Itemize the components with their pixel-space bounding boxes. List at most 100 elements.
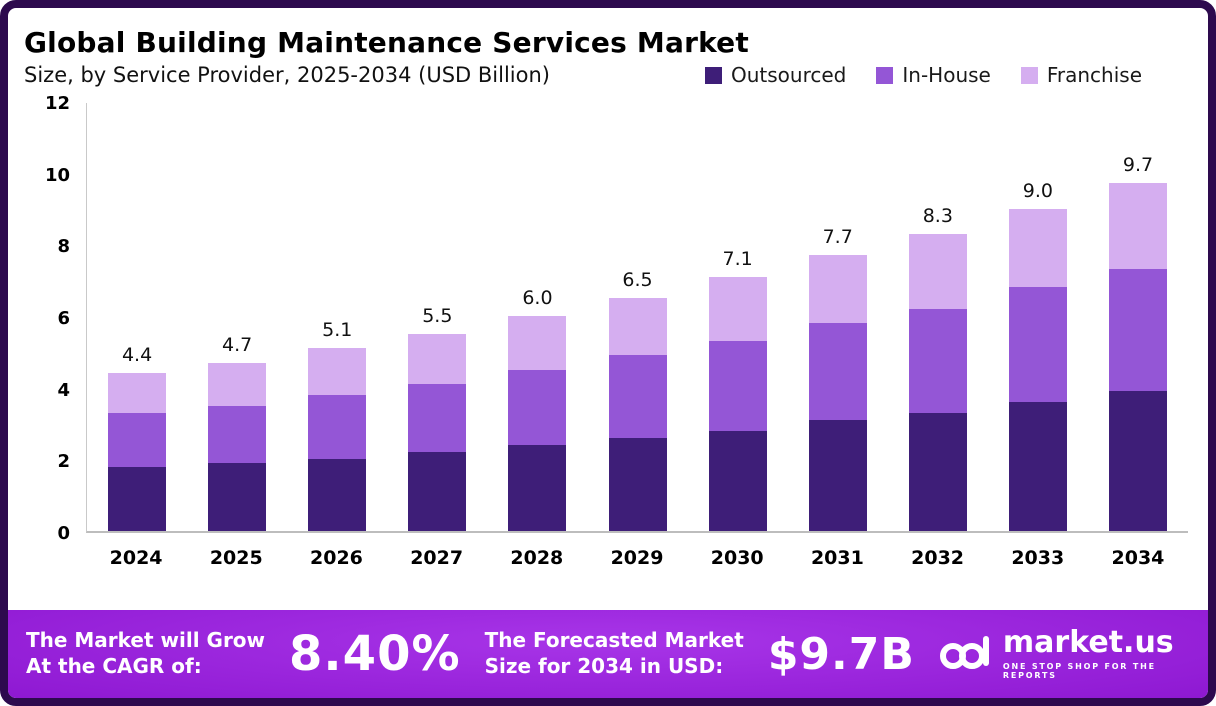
bar-group-2026: 5.1 [287,319,387,531]
bar-group-2032: 8.3 [888,205,988,531]
stacked-bar [808,255,867,531]
stacked-bar [1008,208,1067,532]
legend-swatch [1020,66,1038,84]
legend-label: Franchise [1046,63,1142,87]
stacked-bar-chart: 0 2 4 6 8 10 12 4.4 4.7 5.1 5.5 6.0 6.5 7.1 7.7 8.3 9.0… [22,93,1188,569]
x-tick-label: 2033 [1011,547,1065,569]
y-tick-label: 2 [57,451,70,473]
bar-segment-outsourced [308,459,367,531]
forecast-label-line1: The Forecasted Market [484,628,744,653]
brand-text: market.us ONE STOP SHOP FOR THE REPORTS [1002,628,1186,681]
bar-segment-in-house [608,355,667,438]
subtitle-row: Size, by Service Provider, 2025-2034 (US… [22,63,1188,87]
bar-group-2033: 9.0 [988,180,1088,532]
bar-segment-outsourced [408,452,467,531]
y-tick-label: 8 [57,236,70,258]
bar-segment-outsourced [1008,401,1067,531]
bar-group-2027: 5.5 [387,305,487,531]
x-tick-label: 2026 [310,547,363,569]
brand-logo: market.us ONE STOP SHOP FOR THE REPORTS [939,628,1186,680]
bar-group-2025: 4.7 [187,334,287,531]
bar-segment-franchise [508,316,567,370]
legend-label: In-House [902,63,991,87]
bar-segment-outsourced [108,466,167,531]
bar-group-2034: 9.7 [1088,154,1188,531]
bar-value-label: 4.4 [121,344,153,367]
forecast-label-line2: Size for 2034 in USD: [484,654,724,678]
page-title: Global Building Maintenance Services Mar… [24,26,749,59]
bar-group-2029: 6.5 [587,269,687,531]
stacked-bar [708,276,767,531]
bar-segment-franchise [308,348,367,395]
bar-segment-in-house [708,341,767,431]
bar-segment-in-house [808,323,867,420]
bar-segment-outsourced [608,437,667,531]
bar-segment-in-house [508,369,567,445]
marketus-logo-icon [939,632,993,676]
bar-value-label: 7.1 [722,247,753,270]
stacked-bar [508,316,567,531]
bar-segment-franchise [408,333,467,385]
forecast-value: $9.7B [767,628,915,680]
stacked-bar [608,298,667,531]
cagr-label-line1: The Market will Grow [26,628,266,653]
x-tick-label: 2031 [810,547,864,569]
bar-segment-outsourced [708,430,767,531]
bar-segment-in-house [908,308,967,413]
bar-segment-outsourced [208,462,267,531]
bar-value-label: 9.0 [1022,179,1053,202]
bar-segment-franchise [808,255,867,324]
bar-segment-franchise [108,373,167,413]
bar-segment-outsourced [508,445,567,531]
bar-segment-franchise [1008,208,1067,288]
chart-subtitle: Size, by Service Provider, 2025-2034 (US… [24,63,550,87]
bar-segment-in-house [1108,269,1167,392]
y-tick-label: 12 [44,93,70,114]
legend-item-outsourced: Outsourced [705,63,846,87]
y-tick-label: 4 [57,379,70,401]
x-tick-label: 2027 [410,547,464,569]
bar-segment-in-house [108,412,167,467]
bar-group-2024: 4.4 [87,344,187,531]
cagr-label-line2: At the CAGR of: [26,654,202,678]
stacked-bar [1108,183,1167,531]
stacked-bar [108,373,167,531]
bar-value-label: 6.5 [622,269,653,292]
bar-segment-in-house [208,405,267,463]
legend-label: Outsourced [731,63,847,87]
x-tick-label: 2030 [710,547,764,569]
bar-segment-in-house [1008,287,1067,402]
bar-segment-in-house [408,384,467,453]
x-tick-label: 2025 [209,547,263,569]
legend: Outsourced In-House Franchise [705,63,1188,87]
y-tick-label: 10 [44,164,70,186]
y-axis: 0 2 4 6 8 10 12 [22,93,86,544]
bar-segment-outsourced [1108,391,1167,531]
legend-item-in-house: In-House [876,63,991,87]
chart-panel: Global Building Maintenance Services Mar… [8,8,1208,610]
cagr-value: 8.40% [289,626,461,682]
y-tick-label: 0 [57,523,70,544]
bar-group-2028: 6.0 [487,287,587,531]
bar-segment-outsourced [908,412,967,531]
bar-value-label: 6.0 [522,287,553,309]
x-tick-label: 2034 [1111,547,1165,569]
stacked-bar [208,362,267,531]
legend-swatch [705,66,722,84]
cagr-label: The Market will Grow At the CAGR of: [26,628,265,679]
brand-tagline: ONE STOP SHOP FOR THE REPORTS [1002,662,1156,680]
bar-segment-franchise [608,298,667,356]
forecast-label: The Forecasted Market Size for 2034 in U… [485,628,744,679]
bar-segment-franchise [908,233,967,309]
bar-value-label: 5.1 [322,319,353,342]
x-tick-label: 2028 [510,547,564,569]
bar-segment-outsourced [808,419,867,531]
bar-value-label: 9.7 [1122,154,1154,177]
y-tick-label: 6 [57,308,70,329]
stacked-bar [408,333,467,531]
bar-value-label: 4.7 [222,333,253,356]
bar-value-label: 8.3 [922,204,953,227]
stacked-bar [908,233,967,531]
legend-item-franchise: Franchise [1020,63,1142,87]
